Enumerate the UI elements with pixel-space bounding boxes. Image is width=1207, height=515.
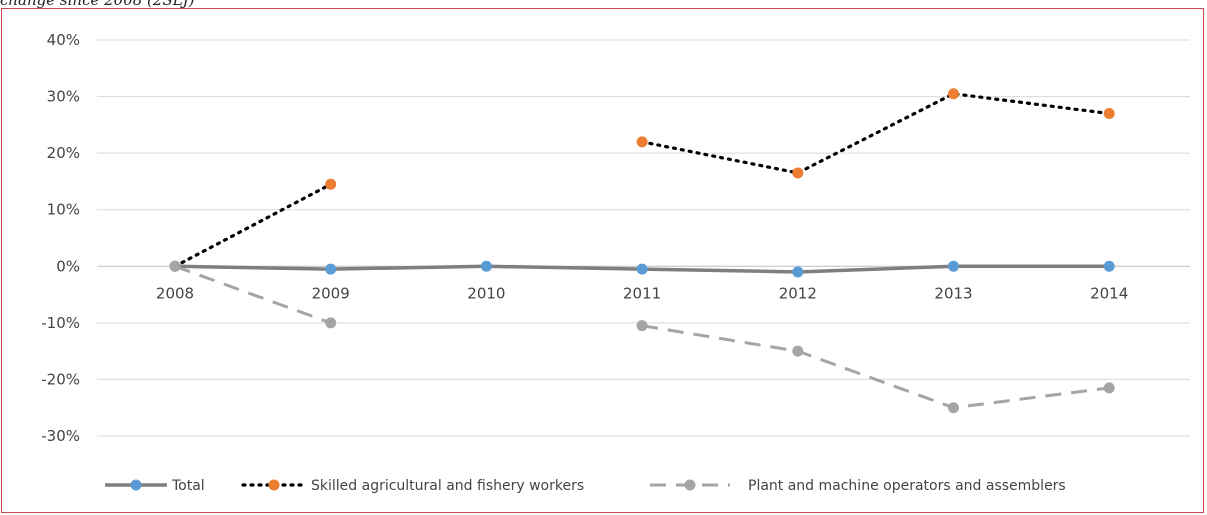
- grid-lines: [97, 39, 1190, 437]
- legend-marker-1: [268, 479, 280, 491]
- data-point: [169, 260, 181, 272]
- data-point: [636, 263, 648, 275]
- data-point: [948, 260, 959, 272]
- data-point: [480, 260, 492, 272]
- y-tick-label: 30%: [47, 88, 80, 106]
- chart-caption: change since 2008 (2SLJ): [0, 0, 195, 9]
- legend: Total Skilled agricultural and fishery wo…: [105, 478, 1066, 494]
- data-point: [792, 167, 804, 179]
- legend-label-2: Plant and machine operators and assemble…: [748, 478, 1066, 494]
- series-line-2: [641, 324, 1110, 410]
- legend-label-0: Total: [171, 478, 205, 494]
- x-axis-labels: 2008 2009 2010 2011 2012 2013 2014: [156, 284, 1128, 302]
- y-axis-labels: -30% -20% -10% 0% 10% 20% 30% 40%: [41, 31, 80, 445]
- data-point: [792, 345, 804, 357]
- x-tick-label: 2008: [156, 284, 194, 302]
- data-point: [948, 402, 959, 414]
- data-point: [636, 136, 648, 148]
- series-line-1: [640, 92, 1111, 175]
- data-point: [325, 263, 337, 275]
- x-tick-label: 2014: [1090, 284, 1128, 302]
- y-tick-label: 0%: [56, 257, 80, 275]
- x-tick-label: 2009: [312, 284, 350, 302]
- x-tick-label: 2012: [779, 284, 817, 302]
- y-tick-label: 20%: [47, 144, 80, 162]
- y-tick-label: -30%: [41, 427, 80, 445]
- legend-marker-0: [130, 479, 142, 491]
- x-tick-label: 2013: [934, 284, 972, 302]
- data-point: [792, 266, 804, 278]
- x-tick-label: 2010: [467, 284, 505, 302]
- y-tick-label: -10%: [41, 314, 80, 332]
- chart-frame: [1, 8, 1204, 513]
- legend-label-1: Skilled agricultural and fishery workers: [311, 478, 584, 494]
- x-tick-label: 2011: [623, 284, 661, 302]
- data-point: [948, 88, 959, 100]
- data-point: [1103, 382, 1115, 394]
- data-point: [325, 317, 337, 329]
- y-tick-label: 40%: [47, 31, 80, 49]
- data-point: [636, 320, 648, 332]
- data-point: [1103, 108, 1115, 120]
- series-line-2: [174, 264, 332, 325]
- y-tick-label: 10%: [47, 201, 80, 219]
- legend-marker-2: [684, 479, 696, 491]
- data-point: [325, 178, 337, 190]
- series-markers: [169, 88, 1115, 414]
- y-tick-label: -20%: [41, 370, 80, 388]
- data-point: [1103, 260, 1115, 272]
- series-line-1: [173, 182, 333, 268]
